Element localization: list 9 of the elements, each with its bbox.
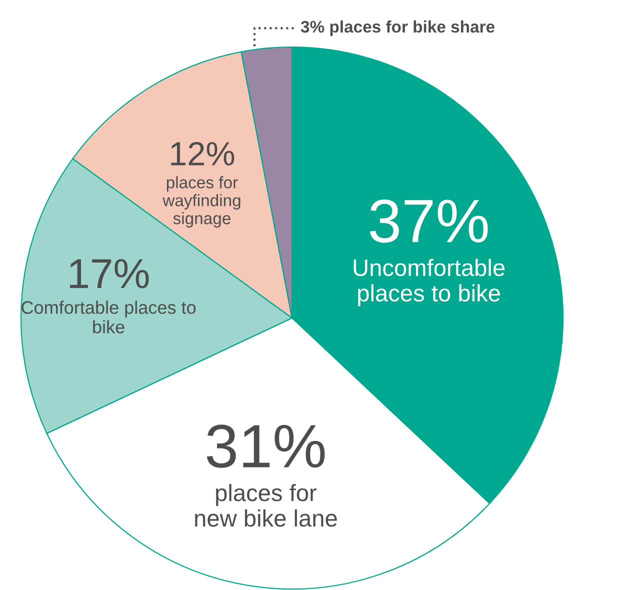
data-label: 31% [206,424,325,468]
slice-label: Uncomfortable places to bike [354,258,505,306]
slice-label: 3% places for bike share [300,20,494,36]
slice-label: Comfortable places to bike [22,300,196,334]
data-label: 17% [70,259,149,288]
slice-label: places for wayfinding signage [162,176,240,228]
slice-label: places for new bike lane [195,484,337,527]
data-label: 12% [171,142,234,166]
data-label: 37% [370,199,488,243]
